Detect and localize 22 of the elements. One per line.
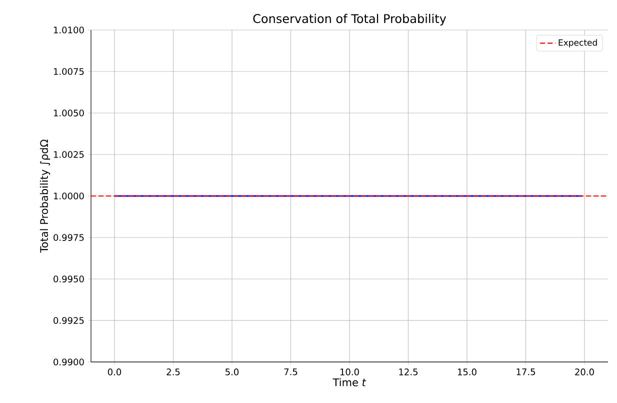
x-tick-label: 2.5 [166,368,180,376]
x-tick-label: 7.5 [284,368,298,376]
y-tick-label: 0.9975 [54,234,84,241]
y-axis-title: Total Probability ∫ρdΩ [40,140,50,253]
x-tick-label: 0.0 [108,368,122,376]
x-tick-label: 10.0 [340,368,359,376]
y-tick-label: 1.0025 [54,151,84,158]
x-tick-label: 20.0 [575,368,594,376]
chart-title: Conservation of Total Probability [253,14,446,26]
x-tick-label: 12.5 [399,368,418,376]
y-tick-label: 1.0100 [54,26,84,34]
y-tick-label: 0.9950 [54,276,84,282]
y-tick-label: 0.9900 [54,358,84,366]
y-tick-label: 1.0075 [54,68,84,75]
y-tick-label: 1.0000 [54,192,84,200]
y-tick-label: 0.9925 [54,317,84,324]
x-axis-title: Time t [332,378,366,386]
legend-label: Expected [558,39,597,48]
x-tick-label: 5.0 [226,368,239,376]
x-tick-label: 15.0 [458,368,476,376]
y-tick-label: 1.0050 [54,110,84,116]
x-tick-label: 17.5 [516,368,535,376]
